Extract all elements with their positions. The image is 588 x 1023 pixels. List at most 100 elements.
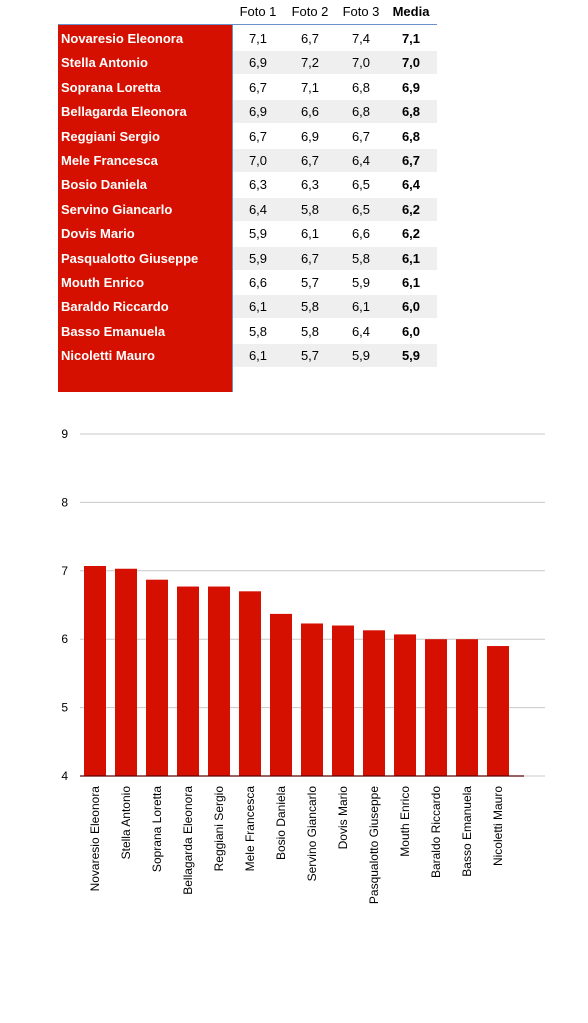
bar — [115, 568, 137, 776]
column-header: Foto 2 — [291, 4, 329, 19]
cell-value: 5,9 — [248, 250, 268, 266]
cell-value: 6,8 — [401, 104, 421, 120]
cell-value: 5,9 — [401, 348, 421, 364]
row-name: Mouth Enrico — [61, 275, 145, 290]
cell-value: 5,9 — [351, 275, 371, 290]
cell-value: 6,7 — [248, 128, 268, 144]
cell-value: 5,8 — [300, 299, 320, 315]
cell-value: 6,8 — [351, 79, 371, 95]
x-tick-label: Nicoletti Mauro — [491, 786, 505, 866]
cell-value: 6,4 — [401, 177, 421, 193]
bar — [363, 630, 385, 776]
row-shade — [233, 149, 437, 172]
cell-value: 6,7 — [300, 250, 320, 266]
y-tick-label: 6 — [61, 632, 68, 646]
cell-value: 6,0 — [401, 299, 421, 315]
x-tick-label: Novaresio Eleonora — [88, 786, 102, 892]
y-tick-label: 9 — [61, 427, 68, 441]
cell-value: 6,1 — [401, 275, 421, 290]
bar — [425, 639, 447, 776]
cell-value: 6,9 — [248, 104, 268, 120]
row-name: Soprana Loretta — [61, 79, 161, 95]
cell-value: 7,0 — [401, 55, 421, 71]
row-name: Reggiani Sergio — [61, 128, 160, 144]
cell-value: 5,8 — [300, 323, 320, 339]
cell-value: 6,2 — [401, 201, 421, 217]
cell-value: 6,7 — [351, 128, 371, 144]
cell-value: 6,4 — [351, 153, 371, 168]
row-shade — [233, 344, 437, 368]
row-name: Servino Giancarlo — [61, 201, 173, 217]
row-name: Mele Francesca — [61, 153, 158, 168]
chart: 4 5 6 7 8 9 Novaresio Eleonora Stella Antonio So… — [61, 427, 545, 904]
y-tick-label: 4 — [61, 769, 68, 783]
x-tick-label: Mouth Enrico — [398, 786, 412, 857]
row-shade — [233, 51, 437, 75]
cell-value: 7,4 — [351, 31, 371, 46]
header-rule — [58, 24, 437, 25]
cell-value: 5,8 — [248, 323, 268, 339]
cell-value: 6,9 — [300, 128, 320, 144]
x-tick-label: Bosio Daniela — [274, 786, 288, 860]
y-tick-label: 7 — [61, 564, 68, 578]
column-header: Foto 3 — [342, 4, 380, 19]
cell-value: 6,6 — [351, 226, 371, 242]
row-shade — [233, 197, 437, 221]
cell-value: 6,4 — [351, 323, 371, 339]
x-tick-label: Soprana Loretta — [150, 786, 164, 872]
name-column-bg — [58, 25, 232, 392]
x-tick-label: Pasqualotto Giuseppe — [367, 786, 381, 904]
row-shade — [233, 246, 437, 270]
bar — [487, 646, 509, 776]
row-name: Basso Emanuela — [61, 323, 166, 339]
cell-value: 6,5 — [351, 201, 371, 217]
cell-value: 6,2 — [401, 226, 421, 242]
cell-value: 6,7 — [300, 31, 320, 46]
x-tick-label: Mele Francesca — [243, 786, 257, 872]
row-name: Stella Antonio — [61, 55, 148, 71]
x-tick-label: Reggiani Sergio — [212, 786, 226, 872]
y-tick-label: 5 — [61, 701, 68, 715]
cell-value: 7,0 — [351, 55, 371, 71]
bar — [84, 566, 106, 776]
table: Foto 1 Foto 2 Foto 3 Media Novaresio Eleonor… — [0, 0, 588, 400]
row-name: Bellagarda Eleonora — [61, 104, 187, 120]
cell-value: 5,9 — [248, 226, 268, 242]
cell-value: 6,5 — [351, 177, 371, 193]
bar — [332, 625, 354, 776]
cell-value: 6,3 — [300, 177, 320, 193]
cell-value: 6,1 — [248, 348, 268, 364]
cell-value: 6,1 — [248, 299, 268, 315]
cell-value: 6,7 — [300, 153, 320, 168]
cell-value: 6,3 — [248, 177, 268, 193]
row-shade — [233, 295, 437, 319]
cell-value: 5,7 — [300, 348, 320, 364]
bar — [239, 591, 261, 776]
cell-value: 6,9 — [401, 79, 421, 95]
x-tick-label: Dovis Mario — [336, 786, 350, 850]
cell-value: 7,1 — [248, 31, 268, 46]
row-name: Nicoletti Mauro — [61, 348, 155, 364]
y-tick-label: 8 — [61, 495, 68, 509]
cell-value: 6,6 — [248, 275, 268, 290]
cell-value: 6,1 — [351, 299, 371, 315]
cell-value: 5,9 — [351, 348, 371, 364]
cell-value: 6,4 — [248, 201, 268, 217]
cell-value: 6,8 — [401, 128, 421, 144]
cell-value: 6,6 — [300, 104, 320, 120]
bar — [301, 623, 323, 776]
column-header: Media — [392, 4, 430, 19]
bar — [146, 579, 168, 776]
bar — [208, 586, 230, 776]
cell-value: 5,8 — [300, 201, 320, 217]
cell-value: 7,1 — [300, 79, 320, 95]
cell-value: 6,1 — [401, 250, 421, 266]
cell-value: 6,0 — [401, 323, 421, 339]
bar — [394, 634, 416, 776]
row-name: Dovis Mario — [61, 226, 135, 242]
row-name: Pasqualotto Giuseppe — [61, 250, 199, 266]
row-name: Baraldo Riccardo — [61, 299, 169, 315]
cell-value: 7,2 — [300, 55, 320, 71]
cell-value: 5,7 — [300, 275, 320, 290]
